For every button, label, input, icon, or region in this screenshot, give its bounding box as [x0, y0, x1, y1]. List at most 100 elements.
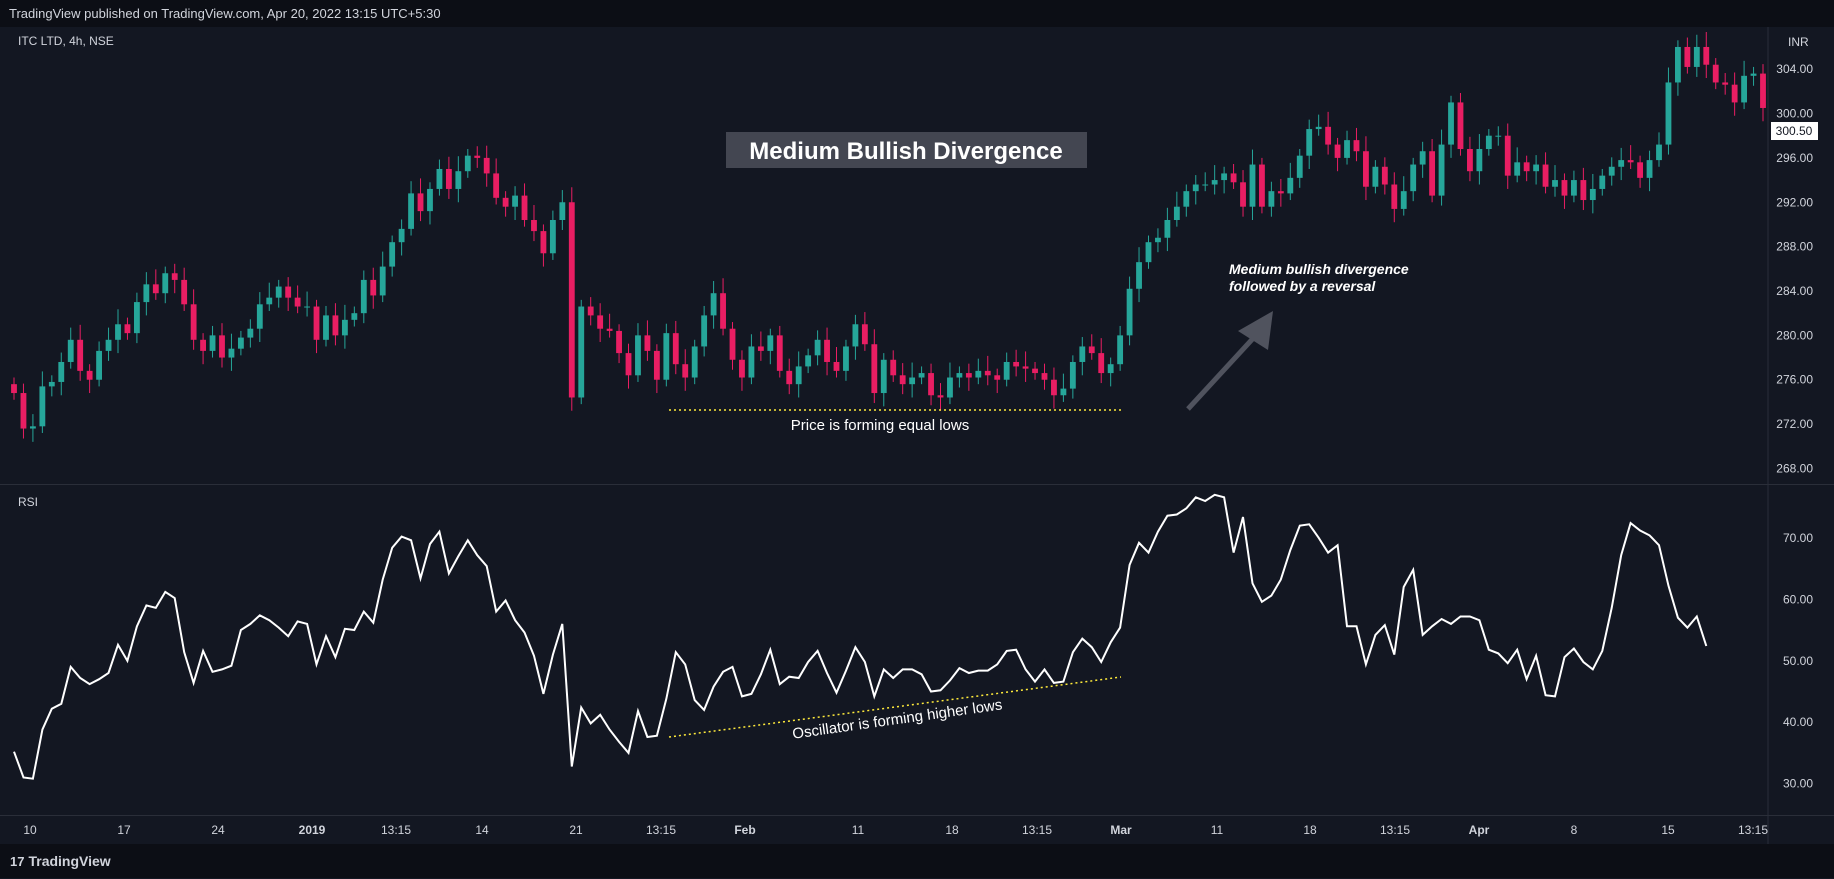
candle[interactable] — [1561, 173, 1568, 209]
candle[interactable] — [729, 322, 736, 370]
candle[interactable] — [1391, 172, 1398, 223]
candle[interactable] — [1476, 134, 1483, 185]
candle[interactable] — [190, 289, 197, 350]
candle[interactable] — [852, 314, 859, 360]
candle[interactable] — [1051, 367, 1057, 409]
candle[interactable] — [237, 330, 244, 356]
candle[interactable] — [937, 383, 944, 411]
reversal-arrow[interactable] — [1186, 311, 1273, 411]
candle[interactable] — [493, 158, 500, 205]
candle[interactable] — [947, 362, 953, 405]
candle[interactable] — [1467, 136, 1473, 182]
candle[interactable] — [663, 323, 670, 387]
candle[interactable] — [757, 331, 764, 361]
candle[interactable] — [1145, 235, 1152, 269]
candle[interactable] — [616, 324, 622, 364]
candle[interactable] — [133, 292, 140, 344]
candle[interactable] — [48, 375, 55, 397]
candle[interactable] — [389, 235, 396, 277]
candle[interactable] — [304, 291, 310, 317]
candle[interactable] — [1173, 191, 1180, 227]
candle[interactable] — [77, 324, 84, 381]
candle[interactable] — [1429, 139, 1436, 203]
candle[interactable] — [880, 353, 887, 407]
candle[interactable] — [975, 358, 982, 385]
candle[interactable] — [370, 267, 377, 309]
candle[interactable] — [1325, 111, 1332, 155]
candle[interactable] — [200, 333, 206, 365]
candle[interactable] — [644, 320, 651, 361]
candle[interactable] — [653, 344, 660, 394]
candle[interactable] — [1344, 130, 1350, 165]
candle[interactable] — [786, 358, 793, 395]
candle[interactable] — [58, 352, 65, 396]
candle[interactable] — [313, 299, 320, 354]
candle[interactable] — [1060, 373, 1067, 402]
candle[interactable] — [531, 205, 537, 242]
candle[interactable] — [1079, 337, 1086, 376]
candle[interactable] — [256, 292, 263, 343]
candle[interactable] — [1022, 351, 1029, 382]
candle[interactable] — [436, 159, 443, 196]
candle[interactable] — [1684, 37, 1691, 74]
candle[interactable] — [1296, 149, 1303, 188]
candle[interactable] — [1041, 363, 1048, 390]
candle[interactable] — [1306, 119, 1313, 169]
candle[interactable] — [965, 363, 972, 391]
candle[interactable] — [341, 304, 348, 349]
candle[interactable] — [1400, 176, 1407, 216]
candle[interactable] — [1277, 178, 1284, 207]
candle[interactable] — [219, 323, 225, 368]
candle[interactable] — [124, 317, 131, 340]
candle[interactable] — [899, 363, 906, 395]
candle[interactable] — [1731, 72, 1738, 116]
candle[interactable] — [871, 329, 878, 404]
candle[interactable] — [994, 368, 1001, 394]
candle[interactable] — [162, 266, 169, 304]
candle[interactable] — [1438, 129, 1445, 206]
title-annotation[interactable]: Medium Bullish Divergence — [726, 132, 1087, 168]
candle[interactable] — [1240, 170, 1246, 217]
candle[interactable] — [1221, 166, 1228, 194]
candle[interactable] — [701, 305, 708, 357]
candle[interactable] — [540, 224, 547, 267]
candle[interactable] — [1495, 126, 1502, 146]
candle[interactable] — [247, 319, 254, 348]
candle[interactable] — [67, 327, 74, 369]
candle[interactable] — [1107, 357, 1114, 387]
candle[interactable] — [512, 186, 518, 221]
candle[interactable] — [767, 328, 774, 365]
candle[interactable] — [1656, 132, 1662, 167]
candle[interactable] — [691, 339, 698, 385]
candle[interactable] — [843, 339, 849, 381]
candle[interactable] — [332, 303, 339, 346]
candle[interactable] — [266, 282, 273, 311]
candle[interactable] — [1315, 114, 1322, 136]
candle[interactable] — [1353, 127, 1360, 162]
candle[interactable] — [39, 371, 46, 433]
candle[interactable] — [748, 334, 755, 385]
candle[interactable] — [710, 281, 717, 329]
price-rsi-chart[interactable]: 268.00 272.00 276.00 280.00 284.00 288.00 292.… — [0, 27, 1834, 844]
candle[interactable] — [1211, 165, 1218, 195]
candle[interactable] — [143, 272, 150, 316]
candle[interactable] — [1249, 149, 1256, 221]
candle[interactable] — [682, 349, 689, 391]
candle[interactable] — [928, 363, 934, 406]
candle[interactable] — [805, 348, 812, 374]
candle[interactable] — [1618, 147, 1625, 181]
candle[interactable] — [918, 366, 925, 385]
candle[interactable] — [1230, 163, 1237, 189]
candle[interactable] — [1552, 165, 1558, 197]
candle[interactable] — [635, 323, 641, 382]
candle[interactable] — [672, 320, 679, 375]
candle[interactable] — [323, 305, 329, 347]
candle[interactable] — [549, 210, 556, 260]
candle[interactable] — [1069, 355, 1076, 399]
candle[interactable] — [1136, 247, 1142, 303]
candle[interactable] — [1192, 175, 1199, 205]
candle[interactable] — [1712, 58, 1719, 90]
candle[interactable] — [521, 183, 528, 227]
candle[interactable] — [1693, 34, 1700, 77]
candle[interactable] — [1485, 129, 1492, 156]
